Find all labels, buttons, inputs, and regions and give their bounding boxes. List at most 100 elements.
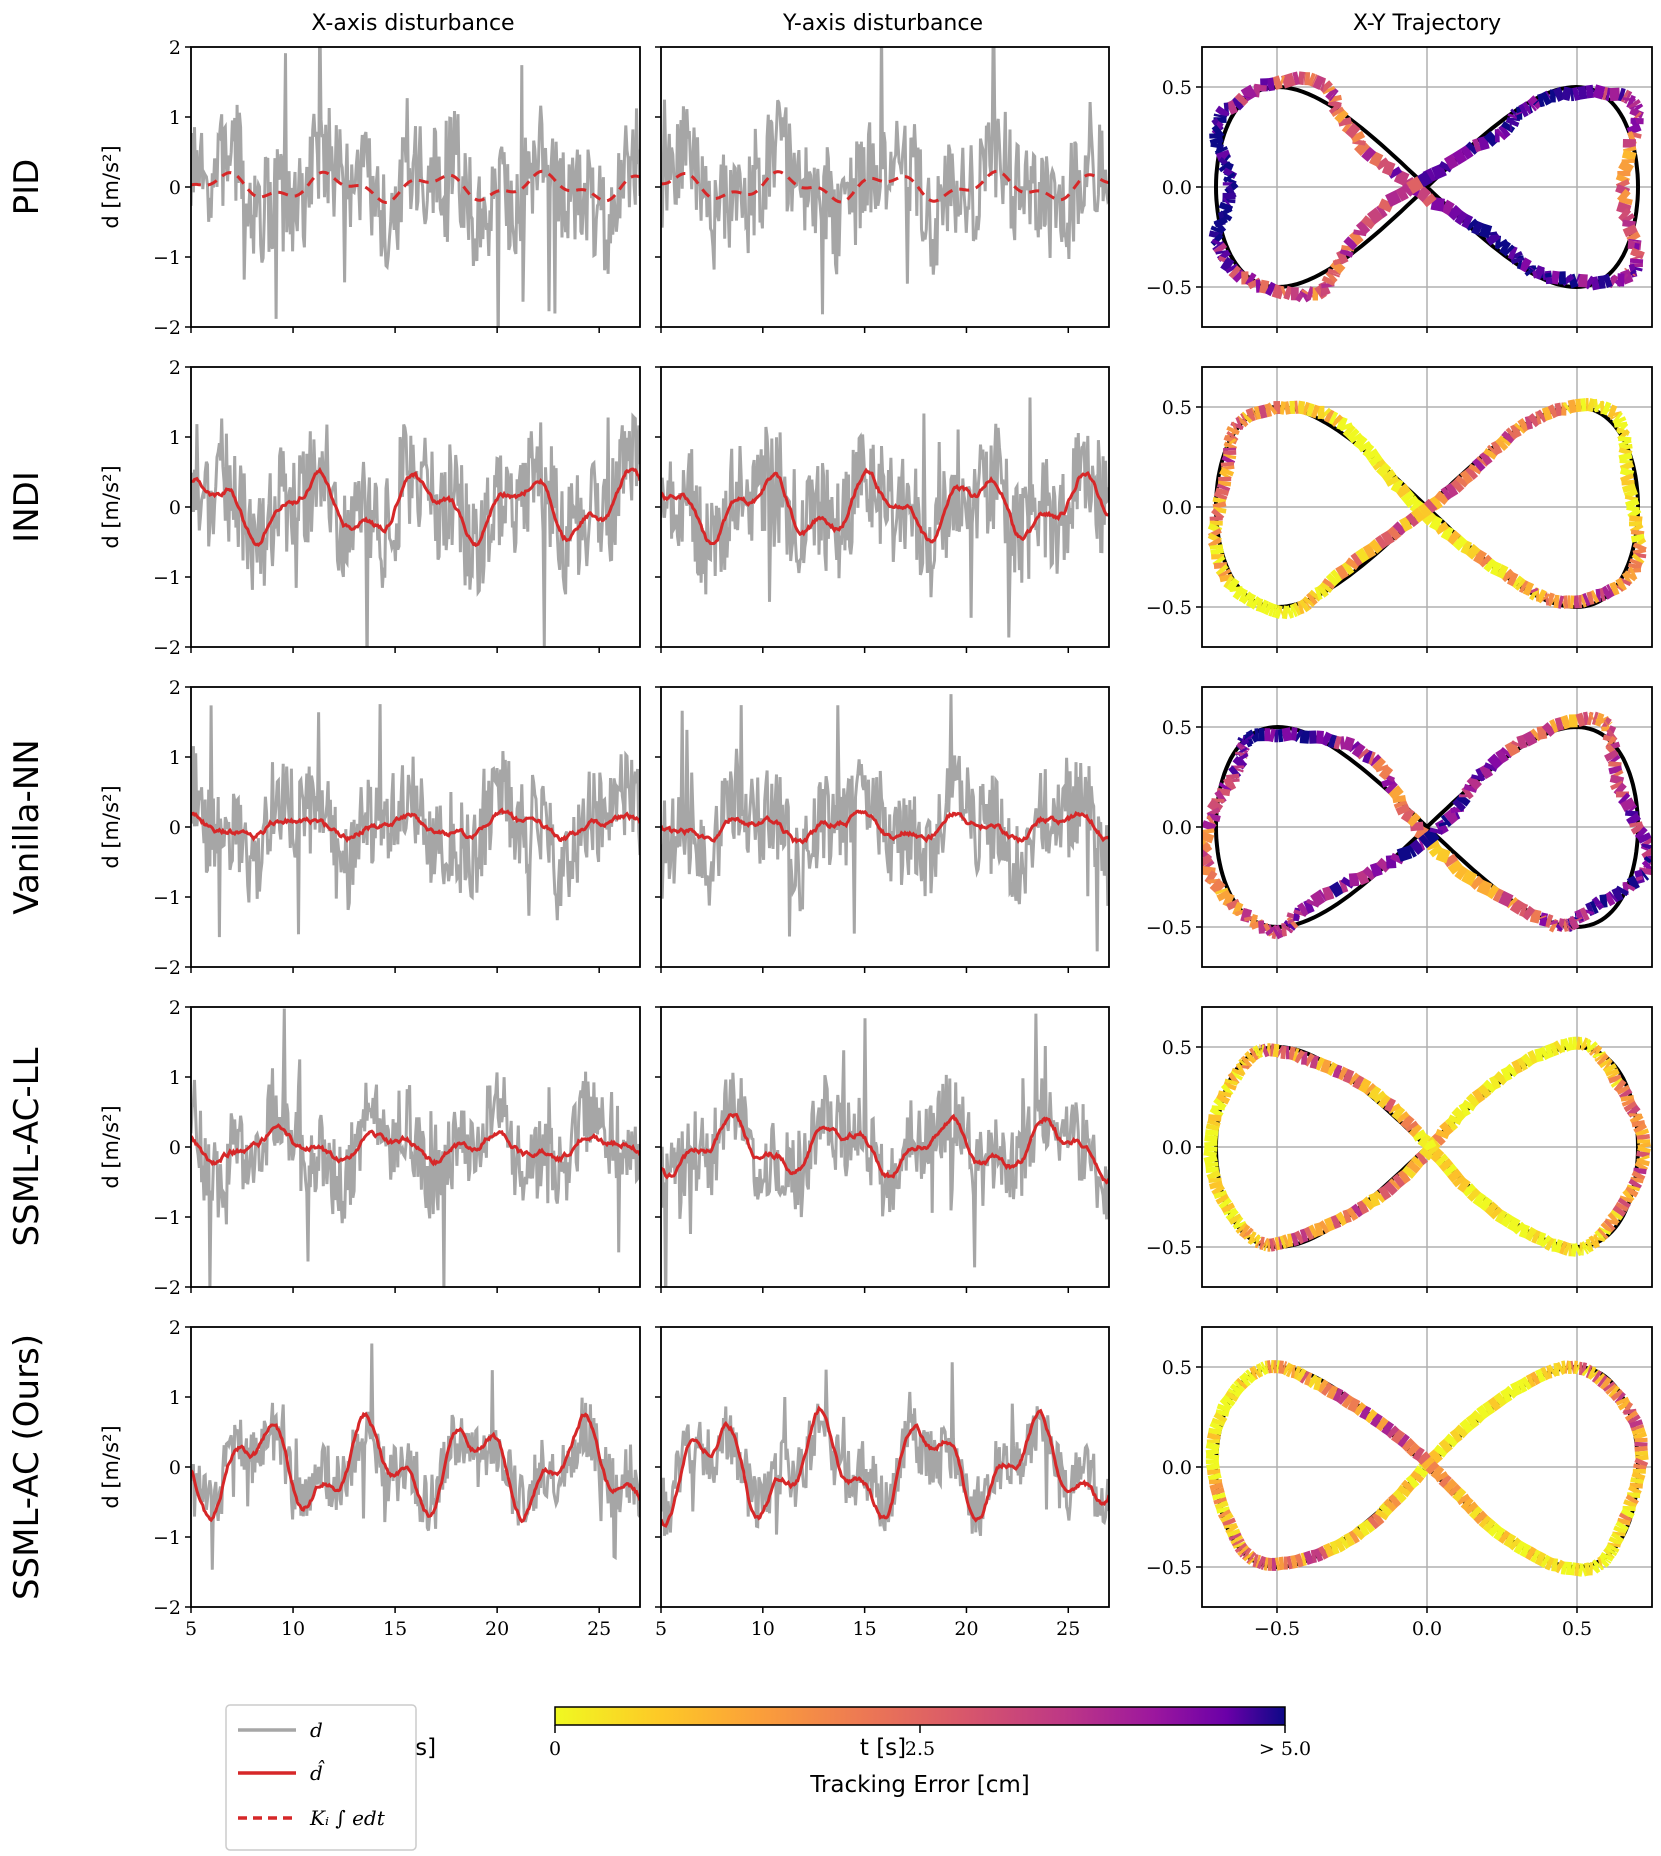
trajectory-segment — [1220, 154, 1231, 166]
trajectory-segment — [1602, 273, 1613, 288]
trajectory-segment — [1327, 734, 1337, 749]
trajectory-segment — [1525, 587, 1539, 596]
panel-r1-c1 — [655, 366, 1110, 653]
trajectory-segment — [1615, 885, 1629, 897]
trajectory-segment — [1206, 812, 1221, 822]
trajectory-segment — [1232, 1216, 1244, 1229]
trajectory-segment — [1621, 572, 1633, 586]
trajectory-segment — [1438, 1438, 1453, 1454]
row-title-2: Vanilla-NN — [7, 739, 47, 914]
trajectory-segment — [1357, 1522, 1370, 1537]
trajectory-segment — [1329, 89, 1339, 102]
trajectory-segment — [1541, 722, 1557, 737]
trajectory-segment — [1580, 908, 1595, 916]
trajectory-segment — [1583, 1562, 1591, 1577]
trajectory-segment — [1633, 1167, 1647, 1175]
trajectory-segment — [1242, 1547, 1252, 1561]
trajectory-segment — [1593, 398, 1599, 413]
trajectory-segment — [1603, 1548, 1615, 1560]
trajectory-segment — [1207, 798, 1224, 814]
trajectory-segment — [1626, 505, 1640, 513]
trajectory-segment — [1605, 743, 1619, 758]
trajectory-segment — [1478, 1196, 1493, 1212]
trajectory-segment — [1224, 1078, 1238, 1086]
trajectory-segment — [1479, 451, 1493, 466]
trajectory-segment — [1509, 898, 1525, 915]
y-tick-label: 0 — [169, 177, 181, 199]
trajectory-segment — [1265, 924, 1278, 937]
trajectory-segment — [1549, 718, 1560, 733]
trajectory-segment — [1475, 767, 1486, 782]
trajectory-segment — [1591, 896, 1605, 911]
trajectory-segment — [1213, 1097, 1227, 1110]
trajectory-segment — [1490, 440, 1503, 455]
trajectory-segment — [1202, 820, 1217, 832]
trajectory-segment — [1553, 1040, 1565, 1054]
trajectory-segment — [1418, 834, 1432, 849]
trajectory-segment — [1375, 764, 1389, 773]
trajectory-segment — [1629, 523, 1644, 534]
trajectory-segment — [1383, 1097, 1397, 1113]
trajectory-segment — [1640, 837, 1652, 848]
trajectory-segment — [1514, 578, 1526, 591]
trajectory-segment — [1442, 1478, 1458, 1493]
trajectory-segment — [1434, 521, 1450, 535]
trajectory-segment — [1443, 808, 1460, 825]
trajectory-segment — [1301, 289, 1314, 298]
series-d-hat-line — [661, 1112, 1109, 1185]
trajectory-segment — [1448, 1483, 1462, 1497]
trajectory-segment — [1395, 483, 1411, 499]
trajectory-segment — [1612, 416, 1627, 426]
trajectory-segment — [1479, 763, 1494, 780]
trajectory-segment — [1630, 247, 1645, 260]
trajectory-segment — [1304, 1371, 1313, 1386]
trajectory-segment — [1353, 1401, 1367, 1416]
trajectory-segment — [1350, 130, 1366, 143]
trajectory-segment — [1493, 1071, 1509, 1086]
trajectory-segment — [1610, 769, 1624, 780]
trajectory-segment — [1623, 1499, 1638, 1509]
trajectory-segment — [1597, 1375, 1608, 1388]
trajectory-segment — [1629, 255, 1643, 261]
trajectory-segment — [1494, 238, 1509, 250]
trajectory-segment — [1271, 1237, 1279, 1251]
trajectory-segment — [1369, 1412, 1383, 1428]
trajectory-segment — [1240, 413, 1249, 426]
trajectory-segment — [1530, 728, 1542, 742]
trajectory-segment — [1569, 917, 1583, 924]
trajectory-segment — [1618, 1088, 1633, 1100]
trajectory-segment — [1290, 1232, 1300, 1247]
trajectory-segment — [1224, 1390, 1239, 1402]
trajectory-segment — [1455, 475, 1469, 488]
trajectory-segment — [1249, 1234, 1261, 1245]
trajectory-segment — [1589, 85, 1599, 97]
trajectory-segment — [1607, 754, 1621, 766]
y-tick-label: 0.0 — [1162, 1137, 1192, 1159]
trajectory-segment — [1558, 1240, 1568, 1255]
trajectory-segment — [1613, 1525, 1627, 1535]
trajectory-segment — [1625, 810, 1639, 817]
legend-box — [225, 1704, 417, 1851]
trajectory-segment — [1630, 1176, 1644, 1184]
trajectory-segment — [1643, 856, 1652, 866]
trajectory-segment — [1233, 1220, 1247, 1230]
trajectory-segment — [1373, 1190, 1387, 1204]
trajectory-segment — [1361, 146, 1377, 162]
trajectory-segment — [1429, 827, 1444, 835]
trajectory-segment — [1533, 265, 1545, 280]
trajectory-segment — [1635, 1454, 1649, 1462]
trajectory-segment — [1485, 231, 1501, 246]
trajectory-segment — [1634, 826, 1648, 840]
trajectory-segment — [1225, 1208, 1239, 1222]
trajectory-segment — [1562, 1242, 1571, 1256]
trajectory-segment — [1613, 782, 1627, 797]
trajectory-segment — [1223, 171, 1236, 183]
trajectory-segment — [1231, 1067, 1245, 1077]
trajectory-segment — [1435, 847, 1451, 864]
trajectory-segment — [1438, 161, 1453, 173]
trajectory-segment — [1605, 87, 1612, 101]
trajectory-segment — [1561, 918, 1569, 932]
trajectory-segment — [1363, 1083, 1376, 1096]
trajectory-segment — [1218, 782, 1232, 793]
trajectory-segment — [1592, 1559, 1604, 1571]
